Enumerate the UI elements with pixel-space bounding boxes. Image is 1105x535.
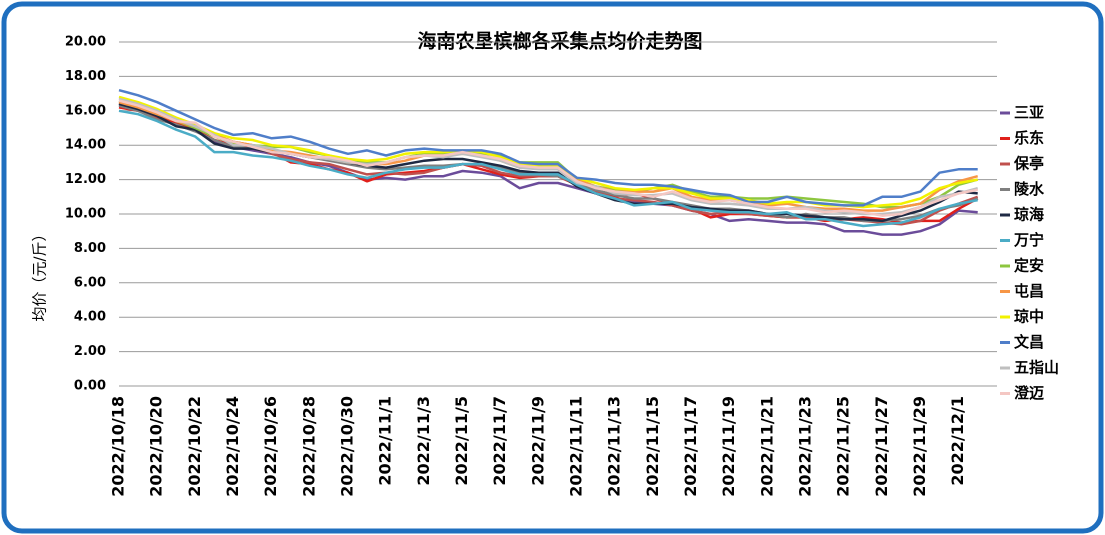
y-tick-label: 14.00 <box>65 138 106 153</box>
legend-label: 陵水 <box>1014 180 1045 198</box>
legend-label: 琼海 <box>1014 206 1044 224</box>
x-tick-label: 2022/11/7 <box>490 396 509 486</box>
y-tick-label: 12.00 <box>65 172 106 187</box>
y-tick-label: 8.00 <box>74 241 106 256</box>
x-tick-label: 2022/10/24 <box>223 396 242 497</box>
x-tick-label: 2022/11/1 <box>376 396 395 486</box>
series-line <box>118 102 978 236</box>
legend-label: 屯昌 <box>1014 282 1044 300</box>
x-tick-label: 2022/10/20 <box>147 396 166 497</box>
x-tick-label: 2022/11/23 <box>795 396 814 497</box>
x-tick-label: 2022/10/28 <box>299 396 318 497</box>
x-tick-label: 2022/10/30 <box>337 396 356 497</box>
x-tick-label: 2022/11/15 <box>643 396 662 497</box>
x-tick-label: 2022/11/21 <box>757 396 776 497</box>
series-line <box>118 109 978 228</box>
legend-label: 琼中 <box>1014 308 1044 326</box>
y-tick-label: 6.00 <box>74 275 106 290</box>
legend-label: 澄迈 <box>1014 384 1044 402</box>
x-tick-label: 2022/11/25 <box>834 396 853 497</box>
x-tick-label: 2022/10/26 <box>261 396 280 497</box>
legend-label: 乐东 <box>1014 129 1044 147</box>
y-tick-label: 0.00 <box>74 379 106 394</box>
legend-label: 保亭 <box>1013 155 1044 173</box>
x-tick-label: 2022/11/3 <box>414 396 433 486</box>
y-tick-label: 4.00 <box>74 310 106 325</box>
x-tick-label: 2022/10/22 <box>185 396 204 497</box>
legend-label: 文昌 <box>1014 333 1044 351</box>
y-tick-label: 18.00 <box>65 69 106 84</box>
x-tick-label: 2022/11/9 <box>528 396 547 486</box>
x-tick-label: 2022/11/11 <box>566 396 585 497</box>
legend-label: 定安 <box>1014 257 1044 275</box>
legend-label: 五指山 <box>1014 359 1059 377</box>
series-line <box>118 88 978 207</box>
series-line <box>118 99 978 217</box>
chart-title: 海南农垦槟榔各采集点均价走势图 <box>417 30 702 53</box>
legend-label: 万宁 <box>1013 231 1044 249</box>
x-tick-label: 2022/11/17 <box>681 396 700 497</box>
y-tick-label: 10.00 <box>65 207 106 222</box>
y-axis-label: 均价（元/斤） <box>31 226 49 321</box>
x-tick-label: 2022/12/1 <box>948 396 967 486</box>
x-tick-label: 2022/11/5 <box>452 396 471 486</box>
y-tick-label: 20.00 <box>65 35 106 50</box>
x-tick-label: 2022/11/27 <box>872 396 891 497</box>
x-tick-label: 2022/11/13 <box>605 396 624 497</box>
x-tick-label: 2022/11/19 <box>719 396 738 497</box>
legend-label: 三亚 <box>1014 104 1044 122</box>
y-tick-label: 16.00 <box>65 103 106 118</box>
y-tick-label: 2.00 <box>74 344 106 359</box>
x-tick-label: 2022/11/29 <box>910 396 929 497</box>
x-tick-label: 2022/10/18 <box>109 396 128 497</box>
